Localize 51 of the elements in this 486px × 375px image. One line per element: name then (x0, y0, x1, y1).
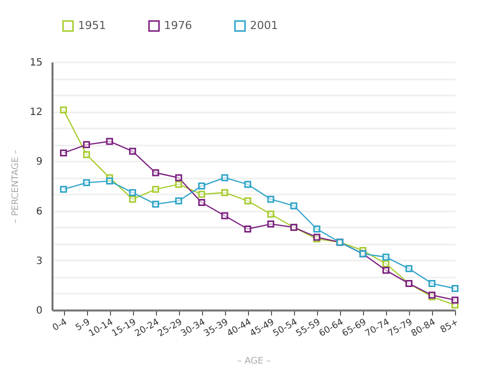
point (83, 151, 90, 158)
y-tick-label: 9 (36, 156, 42, 168)
point (267, 210, 274, 218)
y-tick-label: 3 (36, 256, 42, 267)
y-axis-title: – PERCENTAGE – (10, 149, 21, 224)
point (267, 220, 274, 228)
point (175, 180, 182, 188)
point (382, 260, 390, 268)
point (267, 196, 274, 203)
y-tick-label: 12 (30, 107, 42, 118)
point (198, 190, 206, 198)
point (83, 179, 90, 186)
point (244, 197, 252, 204)
point (175, 174, 182, 182)
point (382, 254, 390, 261)
point (221, 189, 228, 196)
legend-label: 1951 (78, 19, 106, 32)
point (405, 265, 412, 272)
point (198, 199, 206, 206)
point (382, 266, 390, 274)
point (152, 200, 160, 208)
point (129, 148, 136, 155)
point (221, 174, 228, 182)
y-tick-label: 0 (36, 306, 42, 316)
point (152, 169, 160, 176)
point (106, 138, 114, 145)
point (152, 186, 160, 193)
point (129, 196, 136, 203)
point (428, 280, 436, 288)
point (175, 197, 182, 204)
x-tick-label: 0-4 (51, 317, 70, 334)
x-axis-title: – AGE – (237, 356, 272, 366)
y-tick-label: 6 (36, 206, 42, 218)
point (60, 106, 67, 114)
legend-label: 2001 (250, 19, 278, 32)
point (221, 212, 228, 220)
point (313, 226, 320, 232)
point (244, 226, 252, 232)
point (60, 186, 67, 193)
y-tick-label: 15 (30, 58, 42, 68)
point (106, 178, 114, 185)
point (452, 285, 458, 292)
x-tick-label: 85+ (439, 318, 460, 336)
point (60, 149, 67, 156)
point (244, 180, 252, 188)
point (129, 189, 136, 196)
point (452, 296, 458, 304)
point (83, 141, 90, 148)
point (290, 202, 298, 210)
legend-label: 1976 (164, 19, 192, 32)
point (198, 182, 206, 190)
